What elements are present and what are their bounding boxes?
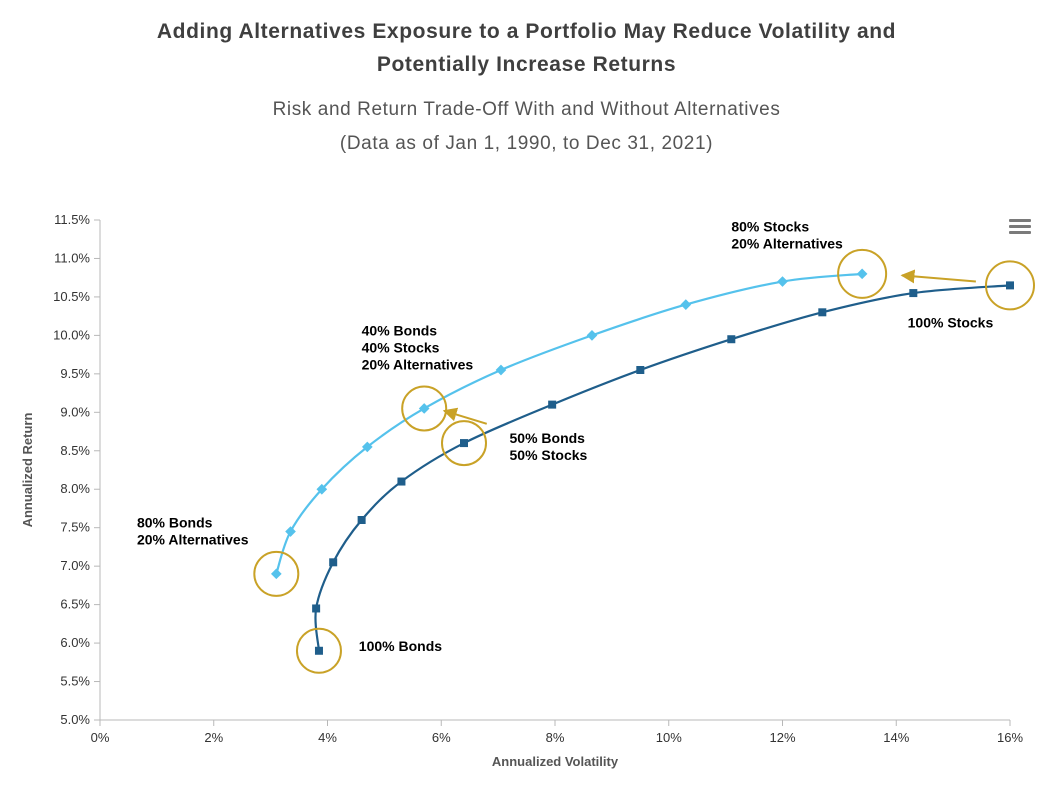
page-root: Adding Alternatives Exposure to a Portfo… [0, 0, 1053, 799]
annotation-a_80b20a: 80% Bonds [137, 515, 213, 531]
y-tick-label: 8.0% [60, 481, 90, 496]
y-tick-label: 7.0% [60, 558, 90, 573]
data-point-traditional[interactable] [548, 401, 556, 409]
x-tick-label: 14% [883, 730, 909, 745]
y-tick-label: 5.5% [60, 674, 90, 689]
annotation-a_50b50s: 50% Stocks [510, 447, 588, 463]
data-point-alternatives[interactable] [271, 569, 282, 580]
y-tick-label: 9.0% [60, 404, 90, 419]
data-point-traditional[interactable] [818, 308, 826, 316]
y-tick-label: 7.5% [60, 520, 90, 535]
title-line-1: Adding Alternatives Exposure to a Portfo… [157, 20, 896, 43]
annotation-a_40b40s20a: 20% Alternatives [362, 356, 474, 372]
y-tick-label: 11.0% [54, 250, 90, 265]
x-tick-label: 4% [318, 730, 337, 745]
data-point-alternatives[interactable] [680, 299, 691, 310]
annotation-a_50b50s: 50% Bonds [510, 430, 586, 446]
data-point-alternatives[interactable] [777, 276, 788, 287]
data-point-traditional[interactable] [312, 604, 320, 612]
data-point-alternatives[interactable] [857, 269, 868, 280]
data-point-traditional[interactable] [460, 439, 468, 447]
data-point-alternatives[interactable] [285, 526, 296, 537]
x-tick-label: 10% [656, 730, 682, 745]
annotation-a_40b40s20a: 40% Stocks [362, 339, 440, 355]
data-point-traditional[interactable] [727, 335, 735, 343]
annotation-a_40b40s20a: 40% Bonds [362, 322, 438, 338]
data-point-traditional[interactable] [358, 516, 366, 524]
chart-titles: Adding Alternatives Exposure to a Portfo… [0, 0, 1053, 155]
annotation-a_100bonds: 100% Bonds [359, 638, 442, 654]
chart-daterange: (Data as of Jan 1, 1990, to Dec 31, 2021… [0, 133, 1053, 155]
data-point-alternatives[interactable] [419, 403, 430, 414]
chart-subtitle: Risk and Return Trade-Off With and Witho… [0, 99, 1053, 121]
data-point-traditional[interactable] [1006, 281, 1014, 289]
x-tick-label: 6% [432, 730, 451, 745]
y-tick-label: 5.0% [60, 712, 90, 727]
annotation-a_80s20a: 20% Alternatives [731, 236, 843, 252]
x-tick-label: 16% [997, 730, 1023, 745]
data-point-traditional[interactable] [909, 289, 917, 297]
data-point-traditional[interactable] [397, 478, 405, 486]
hamburger-menu-icon[interactable] [1009, 216, 1031, 237]
x-axis-label: Annualized Volatility [492, 754, 619, 769]
chart-container: 5.0% 5.5% 6.0% 6.5% 7.0% 7.5% 8.0% 8.5% 9.0% 9.5%… [0, 200, 1053, 780]
x-tick-label: 0% [91, 730, 110, 745]
chart-title: Adding Alternatives Exposure to a Portfo… [60, 16, 993, 81]
y-tick-label: 10.0% [53, 327, 90, 342]
annotation-a_80b20a: 20% Alternatives [137, 532, 249, 548]
title-line-2: Potentially Increase Returns [377, 53, 676, 76]
series-line-alternatives [276, 274, 862, 574]
annotation-a_100stocks: 100% Stocks [908, 315, 994, 331]
data-point-traditional[interactable] [636, 366, 644, 374]
y-tick-label: 6.0% [60, 635, 90, 650]
y-tick-label: 10.5% [53, 289, 90, 304]
efficient-frontier-chart: 5.0% 5.5% 6.0% 6.5% 7.0% 7.5% 8.0% 8.5% 9.0% 9.5%… [0, 200, 1053, 780]
data-point-traditional[interactable] [329, 558, 337, 566]
annotation-a_80s20a: 80% Stocks [731, 219, 809, 235]
data-point-alternatives[interactable] [587, 330, 598, 341]
x-tick-label: 12% [769, 730, 795, 745]
y-axis-label: Annualized Return [20, 413, 35, 528]
data-point-traditional[interactable] [315, 647, 323, 655]
x-tick-label: 2% [204, 730, 223, 745]
y-tick-label: 8.5% [60, 443, 90, 458]
y-tick-label: 9.5% [60, 366, 90, 381]
x-tick-label: 8% [546, 730, 565, 745]
data-point-alternatives[interactable] [496, 365, 507, 376]
arrow-icon [902, 275, 976, 281]
y-tick-label: 11.5% [54, 212, 90, 227]
y-tick-label: 6.5% [60, 597, 90, 612]
